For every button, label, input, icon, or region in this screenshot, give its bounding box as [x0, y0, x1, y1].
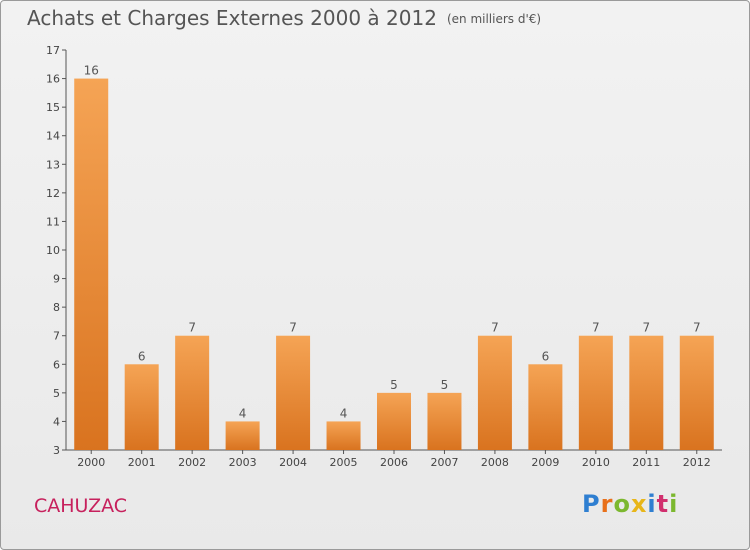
data-label: 5 [441, 378, 449, 392]
y-tick-label: 17 [46, 44, 60, 57]
y-tick-label: 5 [53, 387, 60, 400]
x-tick-label: 2004 [279, 456, 307, 469]
x-tick-label: 2010 [582, 456, 610, 469]
bar-2005 [326, 421, 361, 450]
y-tick-label: 9 [53, 273, 60, 286]
logo-letter: i [669, 490, 679, 518]
bar-2004 [276, 335, 311, 450]
y-tick-label: 11 [46, 215, 60, 228]
logo-letter: x [630, 490, 648, 518]
logo-letter: t [656, 490, 670, 518]
data-label: 5 [390, 378, 398, 392]
bar-2011 [629, 335, 664, 450]
data-label: 4 [340, 406, 348, 420]
y-tick-label: 14 [46, 130, 60, 143]
x-tick-label: 2003 [229, 456, 257, 469]
data-label: 4 [239, 406, 247, 420]
x-tick-label: 2000 [77, 456, 105, 469]
y-tick-label: 8 [53, 301, 60, 314]
y-tick-label: 15 [46, 101, 60, 114]
y-tick-label: 10 [46, 244, 60, 257]
data-label: 7 [642, 321, 650, 335]
logo-letter: i [647, 490, 657, 518]
data-labels: 16 6 7 4 7 4 5 5 7 6 7 7 7 [84, 64, 701, 421]
y-tick-label: 4 [53, 415, 60, 428]
chart-title: Achats et Charges Externes 2000 à 2012 (e… [27, 6, 541, 30]
x-tick-label: 2001 [128, 456, 156, 469]
data-label: 7 [491, 321, 499, 335]
data-label: 7 [289, 321, 297, 335]
data-label: 7 [188, 321, 196, 335]
x-tick-label: 2007 [430, 456, 458, 469]
bar-2007 [427, 392, 462, 450]
bars [74, 78, 714, 451]
x-tick-label: 2012 [683, 456, 711, 469]
bar-2012 [679, 335, 714, 450]
logo-letter: o [613, 490, 631, 518]
y-tick-label: 6 [53, 358, 60, 371]
bar-2000 [74, 78, 109, 451]
bar-2010 [578, 335, 613, 450]
y-tick-label: 16 [46, 73, 60, 86]
data-label: 16 [84, 64, 99, 78]
y-tick-label: 12 [46, 187, 60, 200]
data-label: 7 [693, 321, 701, 335]
x-tick-label: 2002 [178, 456, 206, 469]
x-tick-label: 2011 [632, 456, 660, 469]
commune-name: CAHUZAC [34, 495, 128, 517]
proxiti-logo: Proxiti [582, 490, 678, 518]
bar-2006 [377, 392, 411, 450]
chart-title-text: Achats et Charges Externes 2000 à 2012 [27, 6, 437, 30]
data-label: 6 [542, 349, 550, 363]
data-label: 7 [592, 321, 600, 335]
bar-2003 [225, 421, 260, 450]
bar-2002 [175, 335, 210, 450]
x-tick-label: 2008 [481, 456, 509, 469]
x-tick-label: 2005 [330, 456, 358, 469]
data-label: 6 [138, 349, 146, 363]
logo-letter: r [600, 490, 614, 518]
y-tick-label: 7 [53, 330, 60, 343]
x-tick-label: 2006 [380, 456, 408, 469]
bar-2009 [528, 364, 563, 450]
logo-letter: P [582, 490, 601, 518]
bar-2001 [124, 364, 159, 450]
y-tick-label: 13 [46, 158, 60, 171]
x-tick-label: 2009 [531, 456, 559, 469]
y-tick-label: 3 [53, 444, 60, 457]
chart-unit: (en milliers d'€) [446, 12, 542, 26]
bar-2008 [477, 335, 512, 450]
